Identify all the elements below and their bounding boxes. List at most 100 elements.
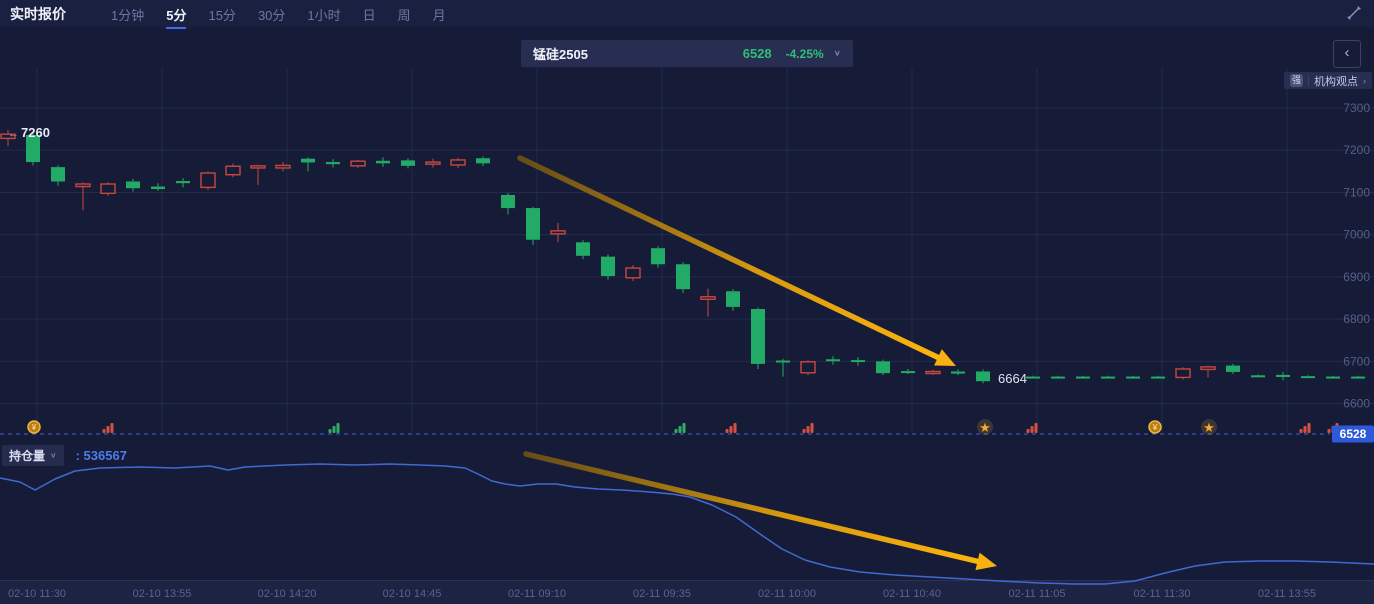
candle (526, 206, 540, 245)
candle (1126, 375, 1140, 379)
svg-text:★: ★ (1203, 420, 1215, 435)
svg-text:02-10 14:45: 02-10 14:45 (383, 588, 442, 600)
candle (1200, 365, 1216, 378)
candle (751, 307, 765, 369)
tab-interval-5[interactable]: 日 (362, 8, 376, 23)
time-axis-labels: 02-10 11:30 02-10 13:55 02-10 14:20 02-10 1… (8, 588, 1316, 600)
symbol-header[interactable]: 锰硅2505 6528 -4.25% ∨ (521, 40, 853, 67)
candle (925, 369, 941, 375)
tab-interval-2[interactable]: 15分 (208, 8, 236, 23)
tab-interval-6[interactable]: 周 (397, 8, 411, 23)
svg-text:02-11 10:40: 02-11 10:40 (883, 588, 941, 600)
candle (476, 156, 490, 166)
svg-text:¥: ¥ (1152, 423, 1158, 432)
candle (1276, 371, 1290, 381)
candle (250, 164, 266, 185)
bars-red-icon[interactable] (1299, 423, 1311, 433)
candle (1175, 367, 1191, 380)
price-axis-labels: 7300 7200 7100 7000 6900 6800 6700 6600 (1343, 101, 1370, 411)
interval-tabs: 1分钟 5分 15分 30分 1小时 日 周 月 (100, 0, 457, 29)
candle (1301, 375, 1315, 379)
symbol-name: 锰硅2505 (533, 47, 588, 62)
open-price-marker: ← 7260 (8, 125, 50, 140)
open-interest-selector[interactable]: 持仓量 ∨ (2, 445, 64, 466)
institution-view-badge[interactable]: 强 机构观点 › (1284, 72, 1372, 89)
trend-arrow-shaft (523, 451, 987, 566)
bars-red-icon[interactable] (802, 423, 814, 433)
chevron-down-icon: ∨ (50, 451, 57, 460)
svg-text:6800: 6800 (1343, 312, 1370, 326)
candle (601, 254, 615, 280)
bars-red-icon[interactable] (1026, 423, 1038, 433)
trend-arrow-shaft (517, 155, 947, 363)
candle (275, 162, 291, 172)
svg-text:6600: 6600 (1343, 397, 1370, 411)
svg-text:02-11 09:35: 02-11 09:35 (633, 588, 691, 600)
tab-interval-3[interactable]: 30分 (257, 8, 286, 23)
star-icon[interactable]: ★ (1201, 419, 1217, 435)
candle (1026, 375, 1040, 379)
chevron-down-icon[interactable]: ∨ (833, 49, 841, 58)
candle (625, 265, 641, 282)
candle (301, 157, 315, 172)
candle (26, 132, 40, 166)
coin-icon[interactable]: ¥ (27, 420, 41, 434)
candle (126, 178, 140, 192)
bars-red-icon[interactable] (725, 423, 737, 433)
svg-text:02-11 10:00: 02-11 10:00 (758, 588, 816, 600)
candle (51, 165, 65, 186)
candle (450, 157, 466, 168)
candle (1151, 375, 1165, 379)
tab-interval-7[interactable]: 月 (432, 8, 446, 23)
tab-interval-4[interactable]: 1小时 (307, 8, 341, 23)
bars-green-icon[interactable] (674, 423, 686, 433)
candle (326, 159, 340, 168)
event-icons-row: ¥ ★ ¥ ★ (27, 419, 1339, 435)
candle (726, 289, 740, 311)
candle (151, 183, 165, 191)
candle (200, 171, 216, 190)
candle (700, 288, 716, 317)
mascot-icon: 强 (1290, 74, 1303, 87)
tab-interval-1[interactable]: 5分 (166, 0, 187, 29)
coin-icon[interactable]: ¥ (1148, 420, 1162, 434)
candle (501, 192, 515, 215)
page-title: 实时报价 (10, 5, 66, 22)
institution-view-label: 机构观点 (1314, 75, 1358, 88)
star-icon[interactable]: ★ (977, 419, 993, 435)
expand-icon[interactable] (1346, 5, 1362, 21)
candle (976, 369, 990, 384)
candle (1326, 375, 1340, 379)
symbol-change: -4.25% (785, 46, 824, 61)
candle (676, 262, 690, 293)
svg-text:6700: 6700 (1343, 354, 1370, 368)
candles-layer (0, 129, 1365, 384)
candle (776, 358, 790, 377)
collapse-panel-button[interactable]: ‹ (1333, 40, 1361, 68)
bars-green-icon[interactable] (328, 423, 340, 433)
candle (876, 359, 890, 376)
svg-text:02-10 13:55: 02-10 13:55 (133, 588, 192, 600)
svg-text:★: ★ (979, 420, 991, 435)
symbol-price: 6528 (742, 46, 772, 61)
svg-text:7000: 7000 (1343, 228, 1370, 242)
bars-red-icon[interactable] (102, 423, 114, 433)
candle (800, 360, 816, 375)
tab-interval-0[interactable]: 1分钟 (111, 8, 145, 23)
candle (1051, 375, 1065, 379)
svg-text:←: ← (8, 128, 19, 140)
candle (1076, 375, 1090, 379)
candle (1351, 375, 1365, 379)
trend-arrow-head (934, 349, 956, 366)
divider (1308, 75, 1309, 86)
svg-text:7100: 7100 (1343, 185, 1370, 199)
candle (225, 163, 241, 178)
trend-arrow-head (975, 552, 997, 571)
open-interest-value: : 536567 (75, 448, 127, 463)
candle (0, 129, 16, 147)
candle (75, 182, 91, 211)
current-price-badge: 6528 (1332, 425, 1374, 443)
candle (951, 369, 965, 376)
